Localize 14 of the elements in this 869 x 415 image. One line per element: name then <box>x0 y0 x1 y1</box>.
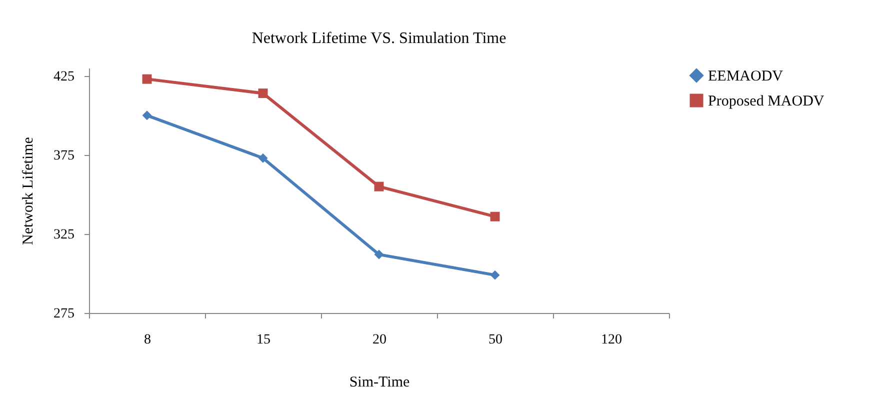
y-tick-label: 275 <box>54 306 74 322</box>
y-tick-label: 325 <box>54 227 74 242</box>
y-tick-label: 375 <box>54 148 74 164</box>
x-tick-label: 120 <box>601 332 622 348</box>
x-tick-label: 8 <box>144 332 151 348</box>
y-axis-title: Network Lifetime <box>20 136 36 245</box>
x-tick-label: 50 <box>488 332 502 348</box>
y-tick-label: 425 <box>54 69 74 84</box>
x-tick-label: 20 <box>372 332 386 348</box>
legend-label: EEMAODV <box>708 68 784 84</box>
legend-label: Proposed MAODV <box>708 94 824 110</box>
x-tick-label: 15 <box>256 332 270 348</box>
chart-title: Network Lifetime VS. Simulation Time <box>252 30 506 47</box>
x-axis-title: Sim-Time <box>349 374 410 390</box>
